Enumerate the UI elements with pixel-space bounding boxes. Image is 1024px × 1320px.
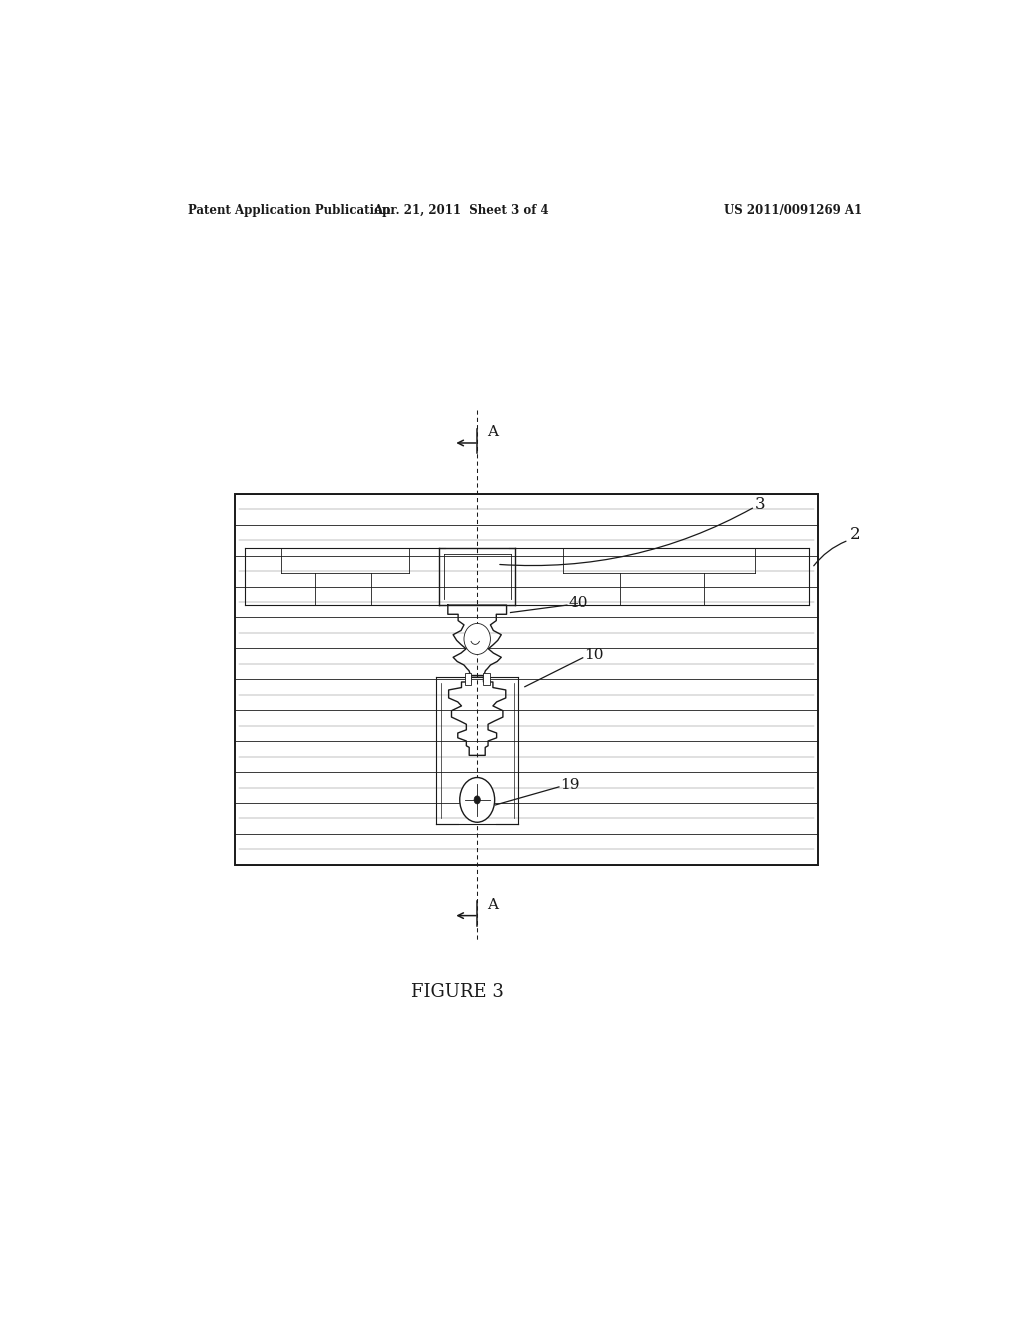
Text: A: A: [487, 425, 499, 440]
Text: Apr. 21, 2011  Sheet 3 of 4: Apr. 21, 2011 Sheet 3 of 4: [374, 205, 549, 216]
Text: 19: 19: [560, 777, 580, 792]
Circle shape: [474, 796, 480, 804]
Ellipse shape: [464, 623, 490, 655]
Bar: [236, 494, 818, 865]
Text: 2: 2: [850, 527, 861, 543]
Text: 10: 10: [585, 648, 604, 663]
Text: A: A: [487, 898, 499, 912]
Bar: [465, 673, 471, 685]
Bar: [483, 673, 489, 685]
Text: FIGURE 3: FIGURE 3: [411, 983, 504, 1001]
Text: Patent Application Publication: Patent Application Publication: [187, 205, 390, 216]
Circle shape: [460, 777, 495, 822]
Text: 40: 40: [568, 597, 588, 610]
Text: 3: 3: [755, 496, 766, 513]
Text: US 2011/0091269 A1: US 2011/0091269 A1: [724, 205, 862, 216]
